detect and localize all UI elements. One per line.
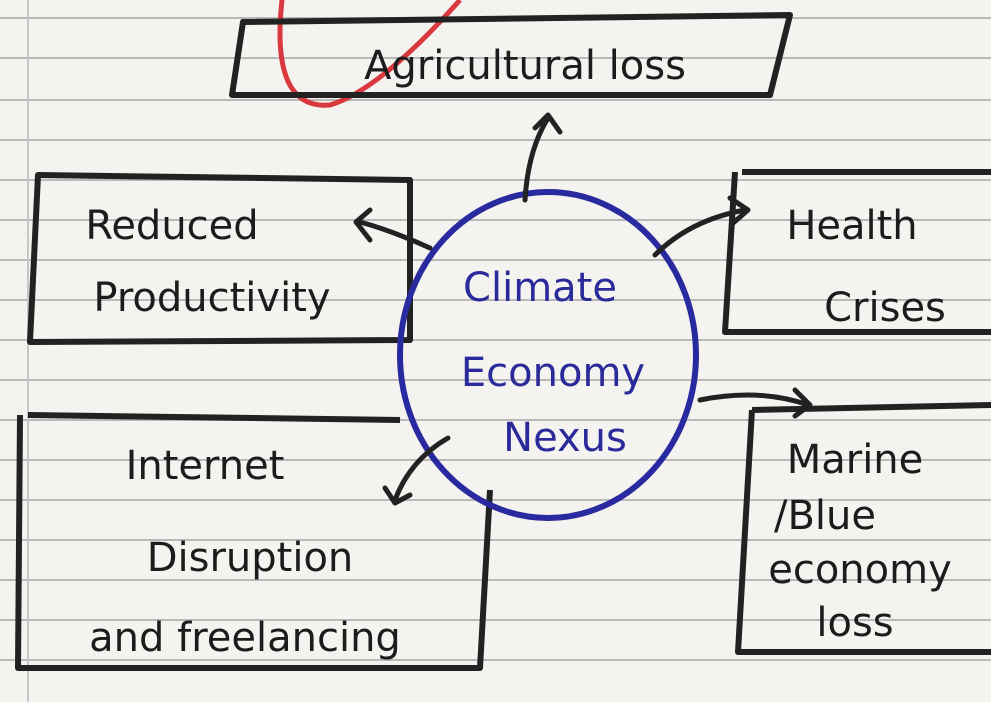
node-label: loss (816, 600, 893, 646)
node-label: Reduced (85, 203, 258, 249)
diagram: Agricultural loss Reduced Productivity C… (0, 0, 991, 702)
node-label: Disruption (147, 535, 354, 581)
node-label: Agricultural loss (364, 43, 686, 89)
node-label: /Blue (774, 493, 876, 539)
node-label: economy (768, 547, 952, 593)
node-label: Marine (787, 437, 924, 483)
node-label: Economy (461, 350, 645, 396)
node-label: Climate (463, 265, 617, 311)
node-label: Nexus (503, 415, 627, 461)
node-label: Productivity (93, 275, 330, 321)
node-label: Internet (126, 443, 285, 489)
node-label: Health (786, 203, 917, 249)
node-label: and freelancing (89, 615, 401, 661)
node-label: Crises (824, 285, 946, 331)
